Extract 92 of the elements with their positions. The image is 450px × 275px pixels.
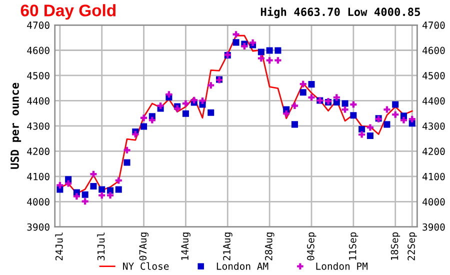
point [384, 106, 390, 113]
x-tick-label: 28Aug [264, 232, 274, 260]
point [157, 102, 164, 110]
y-tick-label: 4500 [27, 72, 50, 80]
point [384, 121, 390, 128]
point [98, 192, 106, 199]
point [392, 101, 399, 108]
x-tick-label: 18Sep [390, 232, 400, 260]
point [408, 116, 416, 122]
y2-tick-label: 4200 [422, 148, 445, 156]
point [208, 82, 214, 89]
chart-subtitle: High 4663.70 Low 4000.85 [260, 6, 420, 18]
y2-tick-label: 3900 [422, 223, 445, 231]
y2-tick-label: 4400 [422, 97, 445, 105]
y-tick-label: 3900 [27, 223, 50, 231]
point [73, 193, 80, 200]
point [291, 102, 298, 110]
point [400, 116, 407, 124]
point [208, 109, 214, 116]
legend-label: London PM [316, 262, 368, 270]
y-tick-label: 4100 [27, 172, 50, 180]
point [308, 94, 315, 101]
point [115, 177, 122, 184]
point [333, 98, 340, 106]
point [232, 31, 240, 38]
point [366, 132, 374, 140]
point [124, 159, 130, 166]
x-tick-label: 31Jul [97, 232, 105, 260]
point [392, 111, 399, 118]
point [342, 100, 348, 107]
point [182, 110, 189, 117]
point [283, 110, 290, 117]
point [115, 186, 122, 193]
point [140, 123, 148, 130]
x-tick-label: 11Sep [348, 232, 358, 260]
point [232, 39, 240, 46]
x-tick-label: 24Jul [55, 232, 63, 260]
y2-tick-label: 4300 [422, 122, 445, 130]
y2-tick-label: 4100 [422, 172, 445, 180]
point [250, 39, 256, 46]
point [274, 57, 282, 64]
point [300, 89, 306, 96]
point [124, 146, 130, 154]
point [90, 170, 97, 178]
y-tick-label: 4200 [27, 148, 50, 156]
point [258, 48, 264, 56]
x-tick-label: 14Aug [181, 232, 190, 260]
point [106, 192, 114, 199]
point [190, 96, 198, 104]
point [350, 101, 357, 108]
legend-label: London AM [216, 262, 268, 270]
point [291, 121, 298, 128]
point [258, 55, 264, 62]
point [65, 180, 72, 187]
y2-tick-label: 4600 [422, 46, 445, 54]
point [132, 131, 139, 138]
point [350, 112, 357, 119]
point [274, 47, 282, 54]
point [90, 182, 97, 190]
point [366, 124, 374, 131]
point [56, 182, 64, 188]
point [300, 80, 306, 88]
y2-tick-label: 4500 [422, 72, 445, 80]
point [333, 94, 340, 101]
y-tick-label: 4000 [27, 198, 50, 206]
point [342, 106, 348, 113]
point [358, 131, 366, 138]
point [182, 100, 189, 107]
point [82, 198, 88, 205]
x-tick-label: 21Aug [223, 232, 232, 260]
x-tick-label: 07Aug [139, 232, 149, 260]
point [140, 114, 148, 122]
x-tick-label: 04Sep [306, 232, 316, 260]
y2-tick-label: 4700 [422, 22, 445, 29]
y-tick-label: 4300 [27, 122, 50, 130]
point [199, 97, 206, 104]
point [266, 47, 273, 54]
point [148, 116, 156, 124]
y-tick-label: 4600 [27, 46, 50, 54]
y-axis-title: USD per ounce [10, 82, 22, 169]
point [358, 126, 366, 132]
x-tick-label: 22Sep [408, 232, 417, 260]
y2-tick-label: 4000 [422, 198, 445, 206]
legend-label: NY Close [123, 262, 169, 270]
point [166, 91, 172, 98]
point [98, 186, 106, 193]
point [266, 57, 273, 64]
chart-title: 60 Day Gold [20, 4, 116, 20]
y-tick-label: 4400 [27, 97, 50, 105]
point [82, 191, 88, 198]
point [308, 81, 315, 88]
y-tick-label: 4700 [27, 22, 50, 29]
